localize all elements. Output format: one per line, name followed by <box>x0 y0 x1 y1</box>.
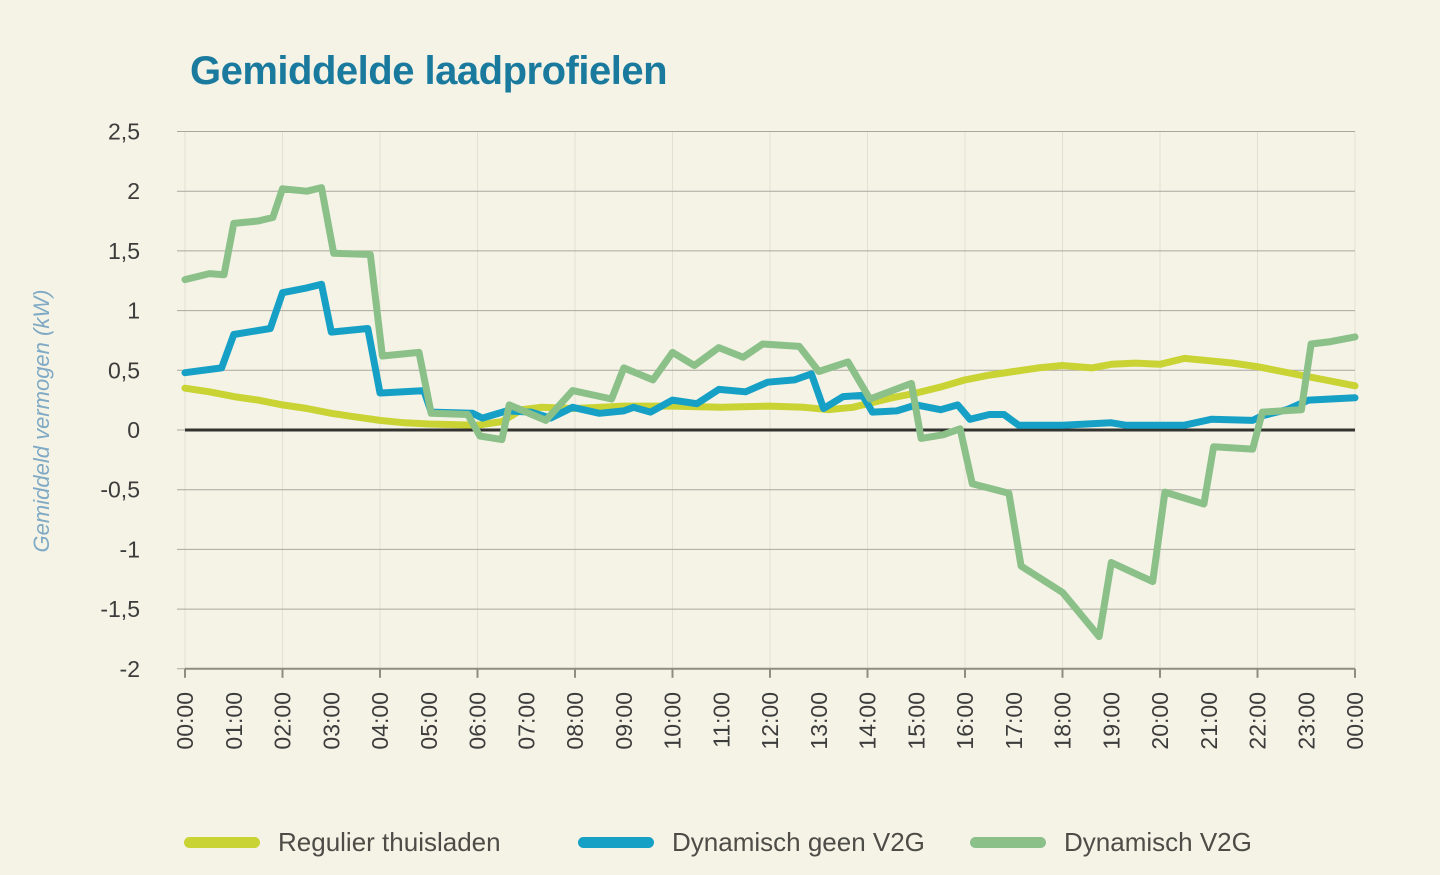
y-tick-label: 1,5 <box>108 238 140 264</box>
legend-label: Regulier thuisladen <box>278 826 501 857</box>
x-tick-label: 10:00 <box>660 692 686 750</box>
x-tick-label: 02:00 <box>270 692 296 750</box>
x-tick-label: 06:00 <box>465 692 491 750</box>
x-tick-label: 11:00 <box>708 692 734 748</box>
x-tick-label: 22:00 <box>1245 692 1271 750</box>
x-tick-label: 12:00 <box>757 692 783 750</box>
legend-label: Dynamisch V2G <box>1064 826 1252 857</box>
x-tick-label: 03:00 <box>318 692 344 750</box>
legend: Regulier thuisladen Dynamisch geen V2G D… <box>0 824 1440 864</box>
x-tick-label: 00:00 <box>172 692 198 750</box>
x-tick-label: 20:00 <box>1147 692 1173 750</box>
series-line-dynamisch-geen-v2g <box>181 280 1359 429</box>
y-tick-label: 1 <box>127 298 140 324</box>
x-tick-label: 14:00 <box>855 692 881 750</box>
x-tick-label: 07:00 <box>513 692 539 750</box>
x-tick-label: 23:00 <box>1293 692 1319 750</box>
y-tick-label: -0,5 <box>100 477 140 503</box>
legend-swatch-dynamisch-v2g <box>970 836 1046 848</box>
x-tick-label: 19:00 <box>1098 692 1124 750</box>
x-tick-label: 08:00 <box>562 692 588 750</box>
x-tick-label: 16:00 <box>952 692 978 750</box>
y-tick-label: -1 <box>120 536 140 562</box>
legend-swatch-regulier-thuisladen <box>184 836 260 848</box>
x-tick-label: 15:00 <box>903 692 929 750</box>
y-tick-label: 2 <box>127 178 140 204</box>
x-tick-label: 04:00 <box>367 692 393 750</box>
legend-item-dynamisch-geen-v2g: Dynamisch geen V2G <box>578 824 925 860</box>
legend-swatch-dynamisch-geen-v2g <box>578 836 654 848</box>
x-tick-label: 18:00 <box>1050 692 1076 750</box>
legend-label: Dynamisch geen V2G <box>672 826 925 857</box>
y-tick-label: 2,5 <box>108 119 140 145</box>
legend-item-dynamisch-v2g: Dynamisch V2G <box>970 824 1252 860</box>
x-tick-label: 09:00 <box>611 692 637 750</box>
x-tick-label: 00:00 <box>1342 692 1368 750</box>
y-axis-title: Gemiddeld vermogen (kW) <box>29 289 54 553</box>
legend-item-regulier-thuisladen: Regulier thuisladen <box>184 824 501 860</box>
x-tick-label: 05:00 <box>416 692 442 750</box>
chart-title: Gemiddelde laadprofielen <box>190 48 668 93</box>
x-tick-label: 01:00 <box>221 692 247 750</box>
y-tick-label: 0,5 <box>108 357 140 383</box>
y-tick-label: 0 <box>127 417 140 443</box>
y-tick-label: -2 <box>120 656 140 682</box>
series-line-dynamisch-v2g <box>181 184 1359 641</box>
x-tick-label: 17:00 <box>1001 692 1027 750</box>
series-line-regulier-thuisladen <box>181 354 1359 429</box>
x-tick-label: 13:00 <box>806 692 832 750</box>
x-tick-label: 21:00 <box>1196 692 1222 750</box>
y-tick-label: -1,5 <box>100 596 140 622</box>
